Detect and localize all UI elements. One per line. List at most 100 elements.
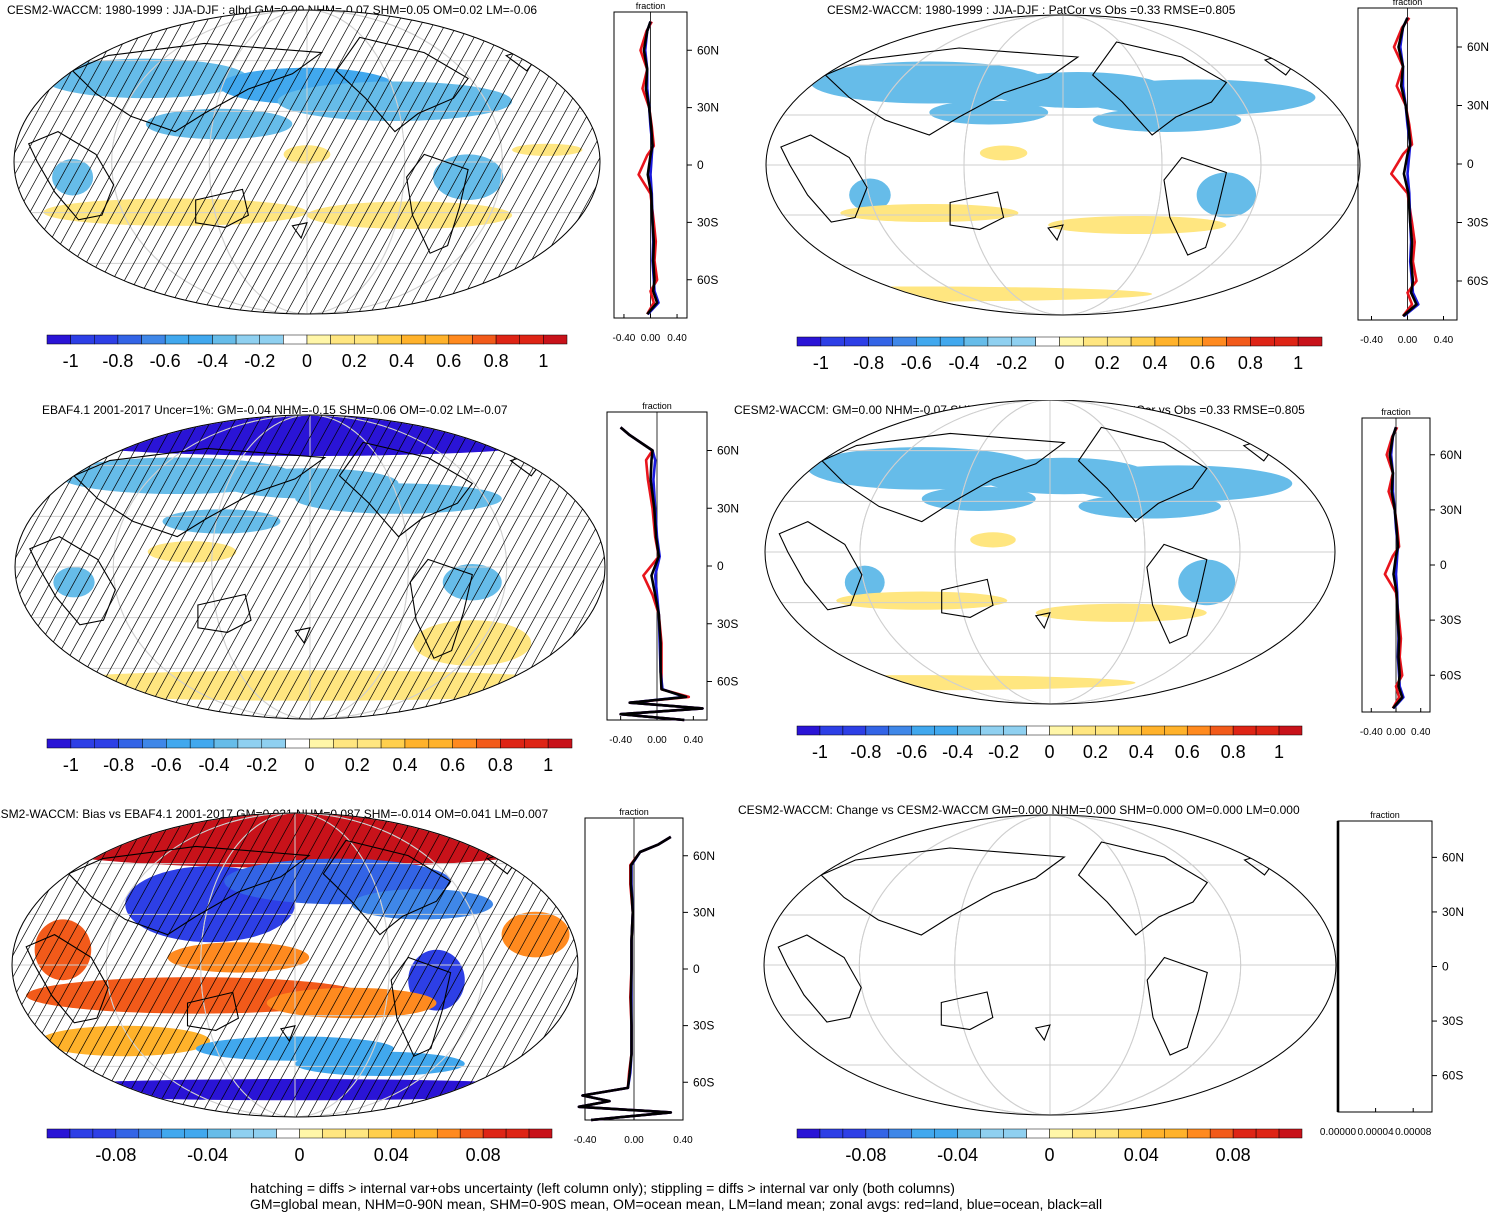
panel-albedo-change: CESM2-WACCM: 1980-1999 : JJA-DJF : albd … (0, 0, 750, 400)
colorbar-tick-label: 0.2 (345, 755, 370, 775)
hatching (477, 10, 600, 314)
hatching (127, 813, 296, 1117)
colorbar-cell (401, 334, 426, 345)
y-tick-label: 30N (697, 101, 719, 115)
graticule-meridian (864, 15, 1262, 315)
colorbar-cell (188, 334, 213, 345)
zonal-mean-line (619, 426, 704, 722)
colorbar-cell (934, 725, 958, 736)
colorbar-tick-label: -0.8 (102, 351, 133, 371)
hatching (597, 10, 600, 314)
colorbar-cell (94, 738, 119, 749)
x-tick-label: 0.00000 (1320, 1127, 1357, 1138)
colorbar-cell (448, 334, 473, 345)
colorbar-cell (1026, 1128, 1050, 1139)
colorbar-cell (1278, 725, 1303, 736)
hatching (319, 813, 488, 1117)
anomaly-region (979, 145, 1028, 161)
colorbar-cell (117, 334, 142, 345)
colorbar-cell (1226, 336, 1251, 347)
coastline (338, 441, 474, 538)
hatching (70, 415, 239, 719)
coastline (197, 593, 252, 633)
hatching (310, 415, 479, 719)
colorbar-cell (547, 738, 573, 749)
colorbar-cell (1083, 336, 1108, 347)
colorbar-cell (436, 1128, 461, 1139)
colorbar-cell (472, 334, 497, 345)
colorbar-cell (207, 1128, 231, 1139)
hatching (451, 813, 578, 1117)
colorbar-cell (1164, 725, 1188, 736)
colorbar-cell (476, 738, 501, 749)
zonal-mean-line (642, 21, 659, 316)
hatching (249, 10, 418, 314)
colorbar-cell (1274, 336, 1299, 347)
zonal-plot: fraction 0.00000 0.00004 0.00008 60N 30N 0 30S 6… (1320, 810, 1464, 1138)
panel-title: EBAF4.1 2001-2017 Uncer=1%: GM=-0.04 NHM… (42, 403, 508, 417)
hatching (490, 415, 605, 719)
panel-title: CESM2-WACCM: 1980-1999 : JJA-DJF : albd … (7, 3, 538, 17)
colorbar-tick-label: 0.4 (389, 351, 414, 371)
colorbar-cell (424, 334, 450, 345)
colorbar-cell (46, 1128, 71, 1139)
graticule-meridian (208, 10, 406, 314)
caption-line-1: hatching = diffs > internal var+obs unce… (250, 1180, 955, 1196)
graticule-meridian (111, 10, 503, 314)
hatching (237, 10, 406, 314)
hatching (12, 813, 128, 1117)
hatching (15, 415, 131, 719)
anomaly-region (1064, 465, 1293, 502)
hatching (223, 813, 392, 1117)
hatching (201, 10, 370, 314)
colorbar-cell (820, 336, 845, 347)
hatching (14, 10, 154, 314)
colorbar-tick-label: -0.6 (901, 353, 932, 373)
hatching (345, 10, 514, 314)
map-border (13, 9, 601, 315)
coastline (294, 627, 311, 645)
y-tick-label: 30N (717, 501, 739, 515)
hatching (129, 10, 298, 314)
colorbar-cell (309, 738, 334, 749)
anomaly-region (295, 1051, 465, 1076)
hatching (115, 813, 284, 1117)
colorbar-cell (322, 1128, 346, 1139)
hatching (177, 10, 346, 314)
hatching (331, 813, 500, 1117)
y-tick-label: 30S (1440, 613, 1461, 627)
anomaly-region (1035, 603, 1207, 622)
zonal-mean-line (577, 835, 673, 1122)
colorbar-cell (1232, 725, 1257, 736)
x-tick-label: 0.00008 (1395, 1127, 1432, 1138)
hatching (67, 813, 236, 1117)
hatching (14, 10, 130, 314)
hatching (163, 813, 332, 1117)
graticule-meridian (858, 815, 1242, 1115)
hatching (189, 10, 358, 314)
colorbar-cell (1232, 1128, 1257, 1139)
hatching (489, 10, 600, 314)
colorbar-cell (230, 1128, 254, 1139)
colorbar-cell (428, 738, 453, 749)
hatching (106, 415, 275, 719)
hatching (261, 10, 430, 314)
anomaly-region (501, 911, 570, 958)
hatching (343, 813, 512, 1117)
colorbar-tick-label: -1 (813, 353, 829, 373)
caption-line-2: GM=global mean, NHM=0-90N mean, SHM=0-90… (250, 1196, 1103, 1212)
y-tick-label: 0 (693, 962, 700, 976)
colorbar: -1 -0.8 -0.6 -0.4 -0.2 0 0.2 0.4 0.6 0.8 1 (46, 738, 573, 775)
coastline (279, 1025, 296, 1043)
colorbar-cell (868, 336, 893, 347)
colorbar-cell (184, 1128, 208, 1139)
colorbar-cell (377, 334, 402, 345)
colorbar-cell (164, 334, 190, 345)
x-tick-label: 0.40 (667, 333, 687, 344)
colorbar-cell (505, 1128, 530, 1139)
hatching (283, 813, 452, 1117)
colorbar-tick-label: 0.2 (1083, 742, 1108, 762)
hatching (307, 813, 476, 1117)
colorbar-tick-label: 0.8 (484, 351, 509, 371)
